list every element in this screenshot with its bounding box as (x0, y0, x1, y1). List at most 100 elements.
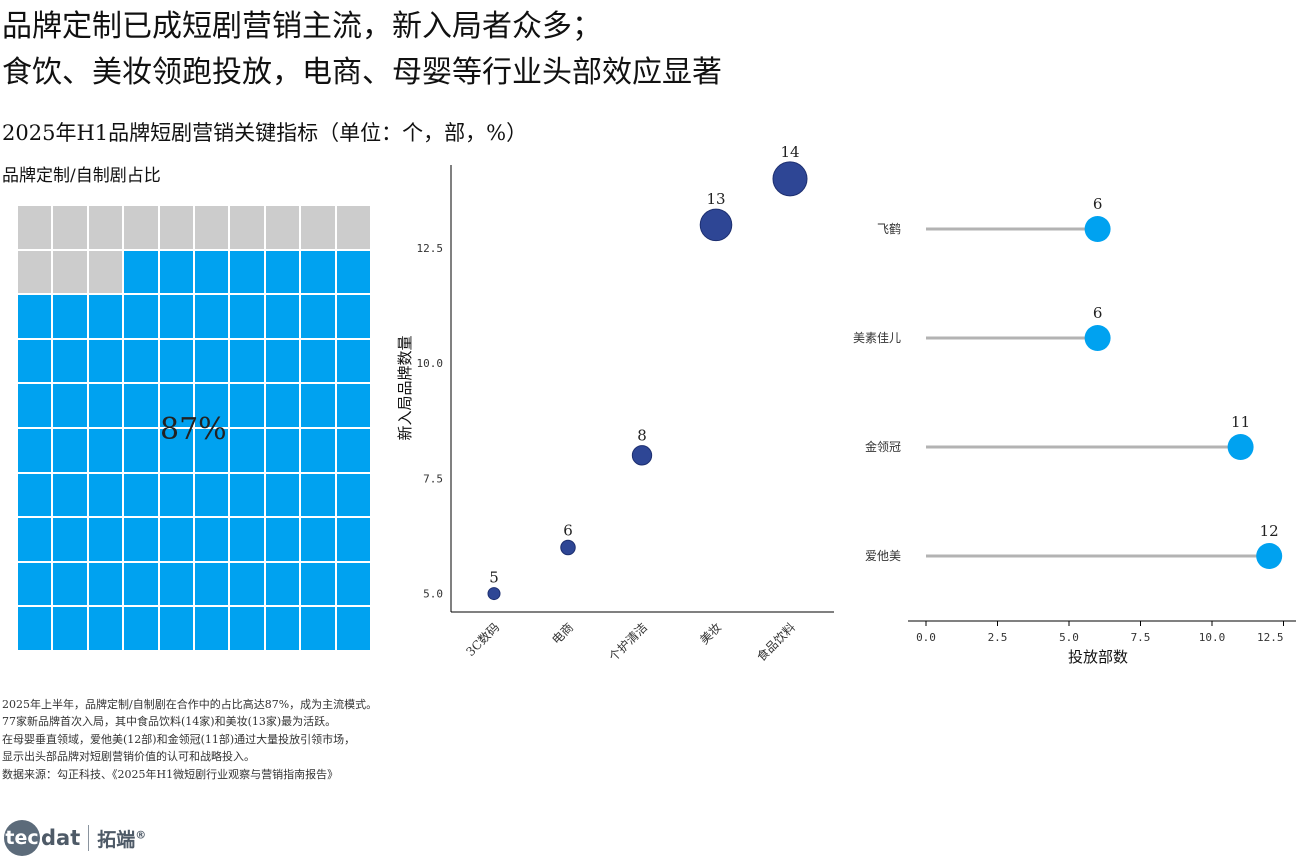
waffle-cell (335, 294, 371, 339)
bubble-point (631, 445, 653, 466)
waffle-cell (194, 294, 230, 339)
waffle-cell (87, 383, 124, 428)
bubble-y-tick-label: 5.0 (423, 588, 443, 601)
waffle-cell (17, 205, 53, 250)
waffle-cell (264, 561, 301, 607)
waffle-cell (158, 294, 194, 339)
waffle-cell (229, 249, 265, 295)
waffle-cell (264, 606, 301, 651)
waffle-cell (87, 249, 124, 295)
lollipop-data-label: 6 (1093, 304, 1103, 322)
lollipop-marker (1084, 216, 1111, 242)
logo-divider (88, 825, 90, 851)
waffle-cell (87, 428, 124, 473)
bubble-point (487, 587, 501, 601)
waffle-cell (194, 338, 230, 384)
lollipop-x-tick-label: 7.5 (1131, 631, 1151, 644)
waffle-cell (17, 249, 53, 295)
page-subtitle: 2025年H1品牌短剧营销关键指标（单位：个，部，%） (2, 121, 528, 145)
lollipop-x-tick-label: 10.0 (1199, 631, 1226, 644)
waffle-cell (229, 517, 265, 562)
headline-line-2: 食饮、美妆领跑投放，电商、母婴等行业头部效应显著 (2, 55, 722, 90)
waffle-chart-title: 品牌定制/自制剧占比 (2, 166, 161, 186)
waffle-cell (52, 517, 88, 562)
waffle-cell (52, 561, 88, 607)
waffle-cell (194, 205, 230, 250)
waffle-cell (229, 561, 265, 607)
waffle-cell (229, 205, 265, 250)
waffle-cell (335, 338, 371, 384)
waffle-cell (123, 294, 159, 339)
logo-chinese-name: 拓端® (97, 828, 147, 851)
waffle-cell (194, 517, 230, 562)
waffle-cell (158, 338, 194, 384)
bubble-y-tick-label: 7.5 (423, 472, 443, 485)
waffle-cell (17, 383, 53, 428)
bubble-y-tick-label: 12.5 (417, 242, 444, 255)
waffle-cell (229, 606, 265, 651)
waffle-cell (229, 383, 265, 428)
bubble-y-tick-label: 10.0 (417, 357, 444, 370)
lollipop-category-label: 爱他美 (865, 549, 901, 563)
waffle-cell (300, 517, 336, 562)
waffle-cell (300, 561, 336, 607)
lollipop-category-label: 金领冠 (865, 439, 901, 454)
waffle-cell (194, 472, 230, 518)
waffle-cell (264, 428, 301, 473)
bubble-data-label: 14 (780, 143, 799, 161)
lollipop-category-label: 美素佳儿 (853, 331, 901, 345)
waffle-cell (335, 428, 371, 473)
waffle-cell (229, 294, 265, 339)
waffle-cell (87, 294, 124, 339)
waffle-cell (123, 561, 159, 607)
waffle-cell (123, 249, 159, 295)
waffle-cell (17, 428, 53, 473)
waffle-cell (194, 428, 230, 473)
waffle-cell (52, 606, 88, 651)
waffle-cell (158, 472, 194, 518)
waffle-cell (229, 472, 265, 518)
waffle-cell (123, 428, 159, 473)
waffle-cell (194, 606, 230, 651)
waffle-cell (300, 249, 336, 295)
footnote-line: 77家新品牌首次入局，其中食品饮料(14家)和美妆(13家)最为活跃。 (2, 715, 337, 729)
waffle-cell (87, 606, 124, 651)
waffle-cell (87, 517, 124, 562)
waffle-cell (123, 383, 159, 428)
lollipop-x-axis-title: 投放部数 (1068, 648, 1128, 666)
footnote-line: 在母婴垂直领域，爱他美(12部)和金领冠(11部)通过大量投放引领市场， (2, 732, 356, 746)
waffle-cell (52, 472, 88, 518)
headline-line-1: 品牌定制已成短剧营销主流，新入局者众多； (2, 9, 602, 44)
waffle-cell (335, 205, 371, 250)
waffle-cell (17, 338, 53, 384)
waffle-cell (335, 383, 371, 428)
waffle-cell (300, 383, 336, 428)
waffle-cell (123, 205, 159, 250)
lollipop-data-label: 12 (1260, 522, 1279, 540)
waffle-cell (123, 517, 159, 562)
bubble-data-label: 6 (563, 521, 573, 539)
waffle-cell (229, 338, 265, 384)
waffle-cell (300, 294, 336, 339)
waffle-cell (158, 428, 194, 473)
waffle-cell (335, 606, 371, 651)
waffle-cell (52, 294, 88, 339)
lollipop-x-tick-label: 5.0 (1059, 631, 1079, 644)
waffle-cell (264, 472, 301, 518)
footnote-line: 显示出头部品牌对短剧营销价值的认可和战略投入。 (2, 750, 255, 764)
waffle-cell (158, 205, 194, 250)
waffle-cell (264, 517, 301, 562)
waffle-cell (87, 338, 124, 384)
waffle-cell (158, 561, 194, 607)
bubble-y-axis-title: 新入局品牌数量 (396, 335, 414, 440)
lollipop-marker (1084, 325, 1111, 351)
waffle-cell (52, 338, 88, 384)
waffle-cell (335, 249, 371, 295)
waffle-cell (123, 472, 159, 518)
bubble-point (772, 161, 808, 197)
waffle-chart (17, 205, 371, 651)
footnotes: 2025年上半年，品牌定制/自制剧在合作中的占比高达87%，成为主流模式。 77… (2, 696, 377, 783)
lollipop-data-label: 6 (1093, 195, 1103, 213)
waffle-cell (194, 249, 230, 295)
waffle-cell (264, 383, 301, 428)
